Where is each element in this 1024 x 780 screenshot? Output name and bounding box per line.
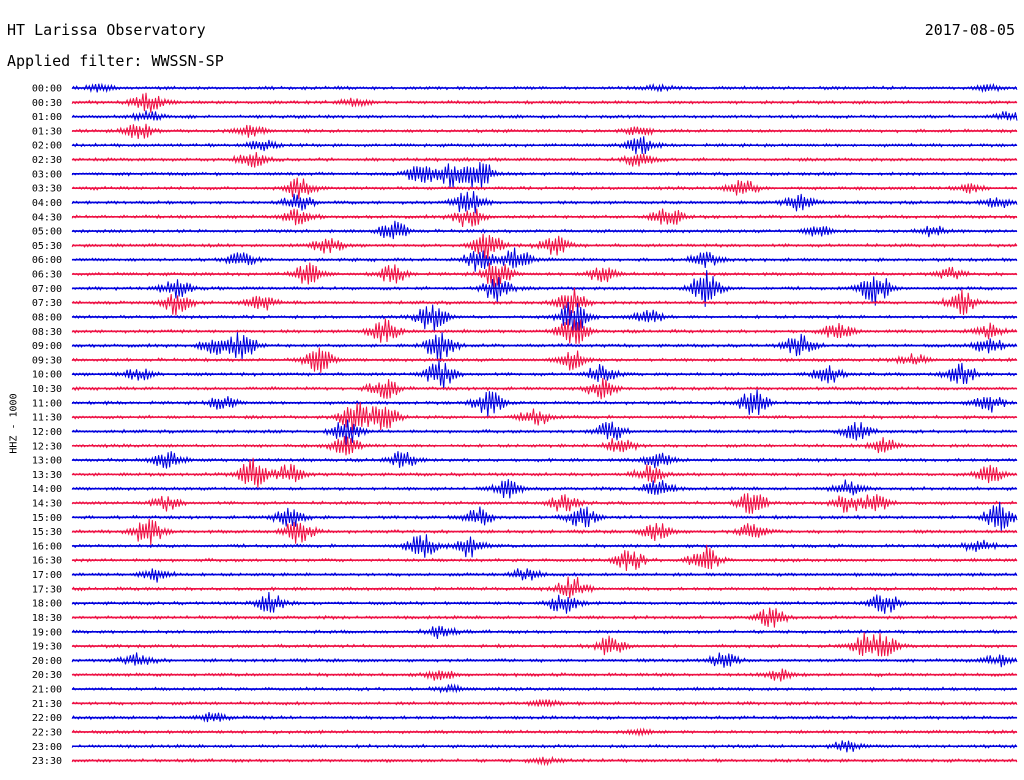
time-tick-label: 08:00 xyxy=(32,312,62,323)
seismic-trace xyxy=(71,518,1018,546)
time-tick-label: 20:00 xyxy=(32,656,62,667)
seismic-trace xyxy=(71,544,1018,571)
time-tick-label: 14:30 xyxy=(32,498,62,509)
seismic-trace xyxy=(71,711,1018,723)
time-tick-label: 22:00 xyxy=(32,713,62,724)
time-tick-label: 05:00 xyxy=(32,227,62,238)
time-tick-label: 04:30 xyxy=(32,212,62,223)
seismic-trace xyxy=(71,652,1018,668)
time-tick-label: 04:00 xyxy=(32,198,62,209)
time-tick-label: 00:00 xyxy=(32,84,62,95)
time-tick-label: 08:30 xyxy=(32,327,62,338)
seismic-trace xyxy=(71,493,1018,514)
seismic-trace xyxy=(71,233,1018,260)
filter-label: Applied filter: WWSSN-SP xyxy=(7,52,224,70)
time-tick-label: 01:30 xyxy=(32,126,62,137)
seismic-trace xyxy=(71,262,1018,289)
seismic-trace xyxy=(71,301,1018,333)
station-title: HT Larissa Observatory xyxy=(7,21,206,39)
seismic-trace xyxy=(71,576,1018,599)
date-label: 2017-08-05 xyxy=(924,21,1015,39)
seismic-trace xyxy=(71,110,1018,122)
time-tick-label: 02:00 xyxy=(32,141,62,152)
time-tick-label: 00:30 xyxy=(32,98,62,109)
seismic-trace xyxy=(71,625,1018,639)
time-tick-label: 09:00 xyxy=(32,341,62,352)
time-tick-label: 16:00 xyxy=(32,541,62,552)
seismic-trace xyxy=(71,123,1018,139)
seismic-trace xyxy=(71,501,1018,532)
seismic-trace xyxy=(71,247,1018,272)
seismic-trace xyxy=(71,347,1018,373)
seismic-trace xyxy=(71,389,1018,418)
seismic-trace xyxy=(71,568,1018,583)
time-tick-label: 12:00 xyxy=(32,427,62,438)
time-tick-label: 01:00 xyxy=(32,112,62,123)
time-tick-label: 19:00 xyxy=(32,627,62,638)
time-tick-label: 02:30 xyxy=(32,155,62,166)
time-tick-label: 15:00 xyxy=(32,513,62,524)
time-tick-label: 11:30 xyxy=(32,413,62,424)
time-tick-label: 03:00 xyxy=(32,169,62,180)
time-tick-label: 18:00 xyxy=(32,599,62,610)
seismic-trace xyxy=(71,208,1018,227)
time-tick-label: 06:00 xyxy=(32,255,62,266)
time-tick-label: 03:30 xyxy=(32,184,62,195)
time-tick-label: 20:30 xyxy=(32,670,62,681)
time-tick-label: 16:30 xyxy=(32,556,62,567)
time-tick-label: 17:00 xyxy=(32,570,62,581)
time-tick-label: 18:30 xyxy=(32,613,62,624)
time-tick-label: 11:00 xyxy=(32,398,62,409)
seismic-trace xyxy=(71,591,1018,614)
time-tick-label: 14:00 xyxy=(32,484,62,495)
time-tick-label: 07:30 xyxy=(32,298,62,309)
time-tick-label: 06:30 xyxy=(32,270,62,281)
time-tick-label: 05:30 xyxy=(32,241,62,252)
time-tick-label: 13:30 xyxy=(32,470,62,481)
time-tick-label: 19:30 xyxy=(32,642,62,653)
time-tick-label: 10:30 xyxy=(32,384,62,395)
time-tick-label: 21:00 xyxy=(32,685,62,696)
time-tick-label: 21:30 xyxy=(32,699,62,710)
seismic-trace xyxy=(71,632,1018,657)
time-tick-label: 17:30 xyxy=(32,584,62,595)
time-tick-label: 12:30 xyxy=(32,441,62,452)
time-tick-label: 09:30 xyxy=(32,355,62,366)
time-tick-label: 10:00 xyxy=(32,370,62,381)
time-tick-label: 23:30 xyxy=(32,756,62,767)
time-tick-label: 07:00 xyxy=(32,284,62,295)
seismic-trace xyxy=(71,332,1018,362)
time-tick-label: 23:00 xyxy=(32,742,62,753)
seismic-trace xyxy=(71,220,1018,240)
seismic-trace xyxy=(71,457,1018,488)
time-tick-label: 22:30 xyxy=(32,727,62,738)
seismic-trace xyxy=(71,162,1018,189)
time-tick-label: 13:00 xyxy=(32,456,62,467)
time-tick-label: 15:30 xyxy=(32,527,62,538)
seismic-trace xyxy=(71,740,1018,753)
